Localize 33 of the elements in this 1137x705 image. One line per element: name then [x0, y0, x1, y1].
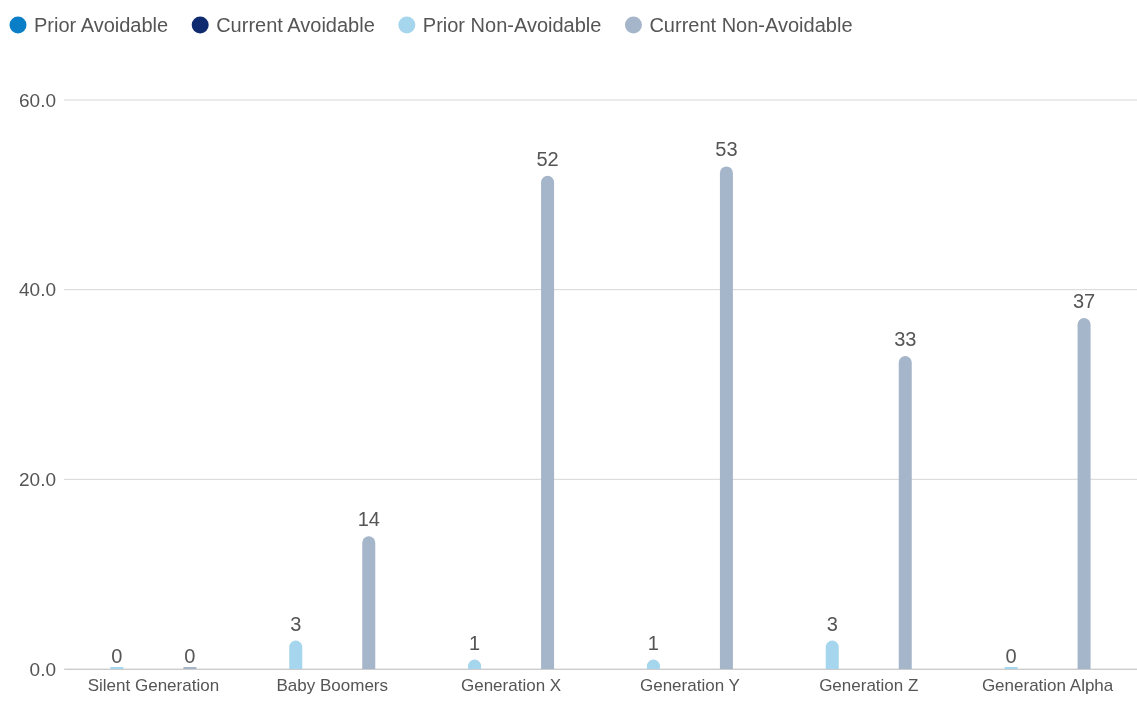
- legend-label: Current Non-Avoidable: [649, 14, 853, 36]
- data-label: 0: [184, 645, 196, 667]
- data-label: 1: [647, 631, 659, 654]
- data-label: 1: [469, 631, 481, 654]
- x-tick-label: Silent Generation: [87, 676, 220, 696]
- y-tick-label: 0.0: [29, 658, 56, 680]
- bar: [1077, 318, 1091, 669]
- x-tick-label: Generation X: [460, 676, 562, 696]
- data-label: 33: [894, 328, 917, 351]
- data-label: 3: [290, 612, 302, 635]
- bar: [289, 640, 303, 669]
- y-tick-label: 20.0: [19, 468, 56, 490]
- legend-label: Current Avoidable: [216, 14, 375, 36]
- x-tick-label: Generation Alpha: [981, 676, 1114, 696]
- x-tick-label: Baby Boomers: [276, 676, 388, 696]
- bar: [898, 356, 912, 669]
- x-tick-label: Generation Z: [819, 676, 919, 696]
- legend-label: Prior Avoidable: [34, 14, 169, 36]
- data-label: 37: [1072, 290, 1096, 313]
- data-label: 0: [111, 645, 123, 667]
- y-tick-label: 40.0: [19, 279, 56, 301]
- bar: [541, 175, 555, 669]
- bar: [719, 166, 733, 669]
- y-tick-label: 60.0: [19, 89, 56, 111]
- x-tick-label: Generation Y: [639, 676, 740, 696]
- data-label: 53: [715, 138, 738, 161]
- data-label: 52: [536, 147, 559, 170]
- data-label: 14: [357, 508, 380, 531]
- legend-label: Prior Non-Avoidable: [422, 14, 602, 36]
- bar: [825, 640, 839, 669]
- data-label: 3: [826, 612, 838, 635]
- bar: [362, 536, 376, 669]
- data-label: 0: [1005, 645, 1017, 667]
